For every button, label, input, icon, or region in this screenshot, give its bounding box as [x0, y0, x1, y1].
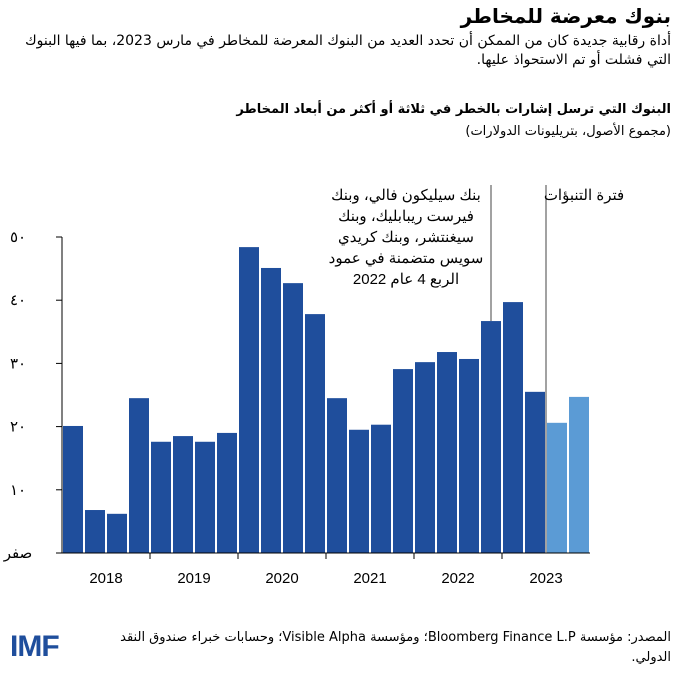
annotation-text: سويس متضمنة في عمود — [329, 250, 484, 267]
bar — [173, 436, 193, 553]
chart-title: البنوك التي ترسل إشارات بالخطر في ثلاثة … — [236, 102, 671, 117]
x-tick-label: 2021 — [353, 570, 386, 587]
annotation-text: بنك سيليكون فالي، وبنك — [331, 187, 481, 204]
x-tick-label: 2018 — [89, 570, 122, 587]
x-tick-label: 2023 — [529, 570, 562, 587]
bar — [371, 424, 391, 553]
annotation-text: فيرست ريبابليك، وبنك — [338, 208, 474, 225]
chart-subtitle: (مجموع الأصول، بتريليونات الدولارات) — [465, 124, 671, 139]
bar — [349, 429, 369, 553]
bar — [195, 441, 215, 553]
bar — [437, 352, 457, 553]
bar — [151, 441, 171, 553]
bar — [129, 398, 149, 553]
y-tick-label: ١٠ — [10, 482, 26, 499]
bar — [239, 247, 259, 553]
chart: صفر ١٠ ٢٠ ٣٠ ٤٠ ٥٠ 2018 2019 2020 2021 2022 2023 بنك… — [3, 185, 624, 587]
bar — [569, 396, 589, 553]
x-tick-label: 2022 — [441, 570, 474, 587]
bar — [393, 369, 413, 553]
logo: IMF — [10, 630, 60, 663]
bar — [503, 302, 523, 553]
subtitle: أداة رقابية جديدة كان من الممكن أن تحدد … — [25, 33, 671, 68]
bar — [107, 513, 127, 553]
annotation-text: سيغنتشر، وبنك كريدي — [338, 229, 474, 246]
source: المصدر: مؤسسة Bloomberg Finance L.P؛ ومؤ… — [120, 630, 671, 665]
y-tick-label: ٣٠ — [10, 355, 26, 372]
annotation-text: الربع 4 عام 2022 — [353, 271, 459, 288]
bar — [261, 267, 281, 553]
bar — [415, 362, 435, 553]
y-tick-label: ٢٠ — [10, 419, 26, 436]
bar — [217, 432, 237, 553]
y-tick-label: صفر — [3, 545, 33, 562]
bar — [459, 358, 479, 553]
bar — [63, 425, 83, 553]
bar — [481, 321, 501, 553]
bar — [327, 398, 347, 553]
bar — [305, 314, 325, 553]
y-tick-label: ٤٠ — [10, 292, 26, 309]
annotation-text: فترة التنبؤات — [544, 187, 624, 204]
bar — [547, 422, 567, 553]
bar — [525, 391, 545, 553]
y-tick-label: ٥٠ — [10, 229, 26, 246]
x-tick-label: 2020 — [265, 570, 298, 587]
x-tick-label: 2019 — [177, 570, 210, 587]
bar — [283, 283, 303, 553]
bar — [85, 510, 105, 553]
title: بنوك معرضة للمخاطر — [460, 4, 671, 28]
